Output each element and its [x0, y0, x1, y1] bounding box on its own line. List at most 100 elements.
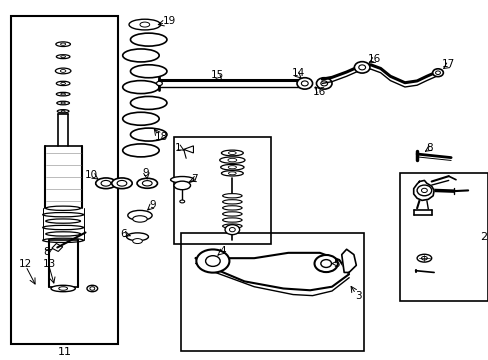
Bar — [181, 233, 363, 351]
Ellipse shape — [222, 212, 242, 216]
Ellipse shape — [61, 43, 65, 45]
Ellipse shape — [59, 287, 67, 290]
Ellipse shape — [196, 249, 229, 273]
Text: 9: 9 — [142, 168, 149, 178]
Ellipse shape — [122, 81, 159, 94]
Ellipse shape — [222, 200, 242, 204]
Polygon shape — [341, 249, 356, 273]
Polygon shape — [183, 146, 193, 153]
Ellipse shape — [416, 254, 431, 262]
Ellipse shape — [421, 188, 427, 193]
Text: 1: 1 — [175, 143, 182, 153]
Ellipse shape — [205, 256, 220, 266]
Ellipse shape — [354, 62, 369, 73]
Ellipse shape — [117, 180, 126, 186]
Ellipse shape — [221, 171, 243, 176]
Ellipse shape — [301, 81, 307, 86]
Text: 14: 14 — [291, 68, 304, 78]
Ellipse shape — [137, 178, 157, 188]
Ellipse shape — [61, 69, 66, 72]
Ellipse shape — [228, 172, 236, 175]
Ellipse shape — [416, 185, 431, 196]
Ellipse shape — [229, 228, 235, 232]
Ellipse shape — [130, 96, 166, 109]
Ellipse shape — [56, 42, 70, 46]
Ellipse shape — [56, 55, 70, 59]
Ellipse shape — [222, 218, 242, 222]
Text: 11: 11 — [58, 347, 71, 357]
Text: 5: 5 — [333, 258, 340, 269]
Ellipse shape — [55, 68, 71, 74]
Text: 15: 15 — [211, 69, 224, 80]
Ellipse shape — [222, 224, 242, 228]
Ellipse shape — [432, 69, 443, 77]
Ellipse shape — [316, 78, 331, 89]
Ellipse shape — [87, 285, 98, 292]
Ellipse shape — [122, 49, 159, 62]
Ellipse shape — [140, 22, 149, 27]
Ellipse shape — [132, 239, 142, 244]
Ellipse shape — [42, 212, 83, 217]
Ellipse shape — [51, 285, 75, 292]
Ellipse shape — [46, 219, 81, 223]
Ellipse shape — [61, 56, 65, 58]
Bar — [174, 137, 271, 244]
Text: 7: 7 — [191, 174, 197, 184]
Bar — [399, 172, 487, 301]
Ellipse shape — [122, 144, 159, 157]
Polygon shape — [196, 253, 348, 290]
Text: 6: 6 — [121, 229, 127, 239]
Ellipse shape — [101, 180, 111, 186]
Ellipse shape — [220, 165, 244, 170]
Ellipse shape — [224, 225, 239, 235]
Ellipse shape — [96, 178, 116, 189]
Ellipse shape — [358, 65, 365, 70]
Polygon shape — [413, 180, 433, 201]
Ellipse shape — [56, 92, 70, 96]
Ellipse shape — [227, 158, 236, 162]
Ellipse shape — [222, 194, 242, 198]
Ellipse shape — [61, 102, 65, 104]
Ellipse shape — [314, 255, 337, 272]
Ellipse shape — [129, 19, 160, 30]
Text: 17: 17 — [441, 59, 454, 69]
Ellipse shape — [180, 200, 184, 203]
Ellipse shape — [170, 176, 194, 183]
Text: 4: 4 — [219, 246, 225, 256]
Ellipse shape — [127, 210, 152, 220]
Ellipse shape — [46, 206, 81, 210]
Text: 8: 8 — [425, 143, 432, 153]
Ellipse shape — [132, 216, 147, 222]
Ellipse shape — [46, 232, 81, 236]
Bar — [52, 243, 62, 251]
Ellipse shape — [42, 225, 83, 230]
Ellipse shape — [122, 112, 159, 125]
Ellipse shape — [42, 238, 83, 243]
Ellipse shape — [126, 233, 148, 241]
Text: 16: 16 — [367, 54, 381, 64]
Text: 9: 9 — [149, 200, 156, 210]
Ellipse shape — [56, 81, 70, 86]
Text: 12: 12 — [19, 258, 32, 269]
Ellipse shape — [421, 256, 427, 260]
Text: 2: 2 — [480, 232, 487, 242]
Text: 18: 18 — [155, 132, 168, 142]
Ellipse shape — [222, 206, 242, 210]
Ellipse shape — [435, 71, 440, 75]
Text: 19: 19 — [162, 16, 175, 26]
Text: 16: 16 — [313, 87, 326, 97]
Ellipse shape — [112, 178, 132, 189]
Ellipse shape — [296, 78, 312, 89]
Ellipse shape — [156, 81, 162, 86]
Ellipse shape — [142, 181, 152, 186]
Ellipse shape — [219, 157, 244, 163]
Ellipse shape — [61, 111, 65, 112]
Ellipse shape — [57, 101, 69, 105]
Ellipse shape — [90, 287, 95, 290]
Bar — [11, 15, 118, 344]
Ellipse shape — [174, 181, 190, 190]
Text: 13: 13 — [42, 258, 56, 269]
Ellipse shape — [61, 82, 65, 85]
Ellipse shape — [130, 128, 166, 141]
Ellipse shape — [228, 166, 236, 169]
